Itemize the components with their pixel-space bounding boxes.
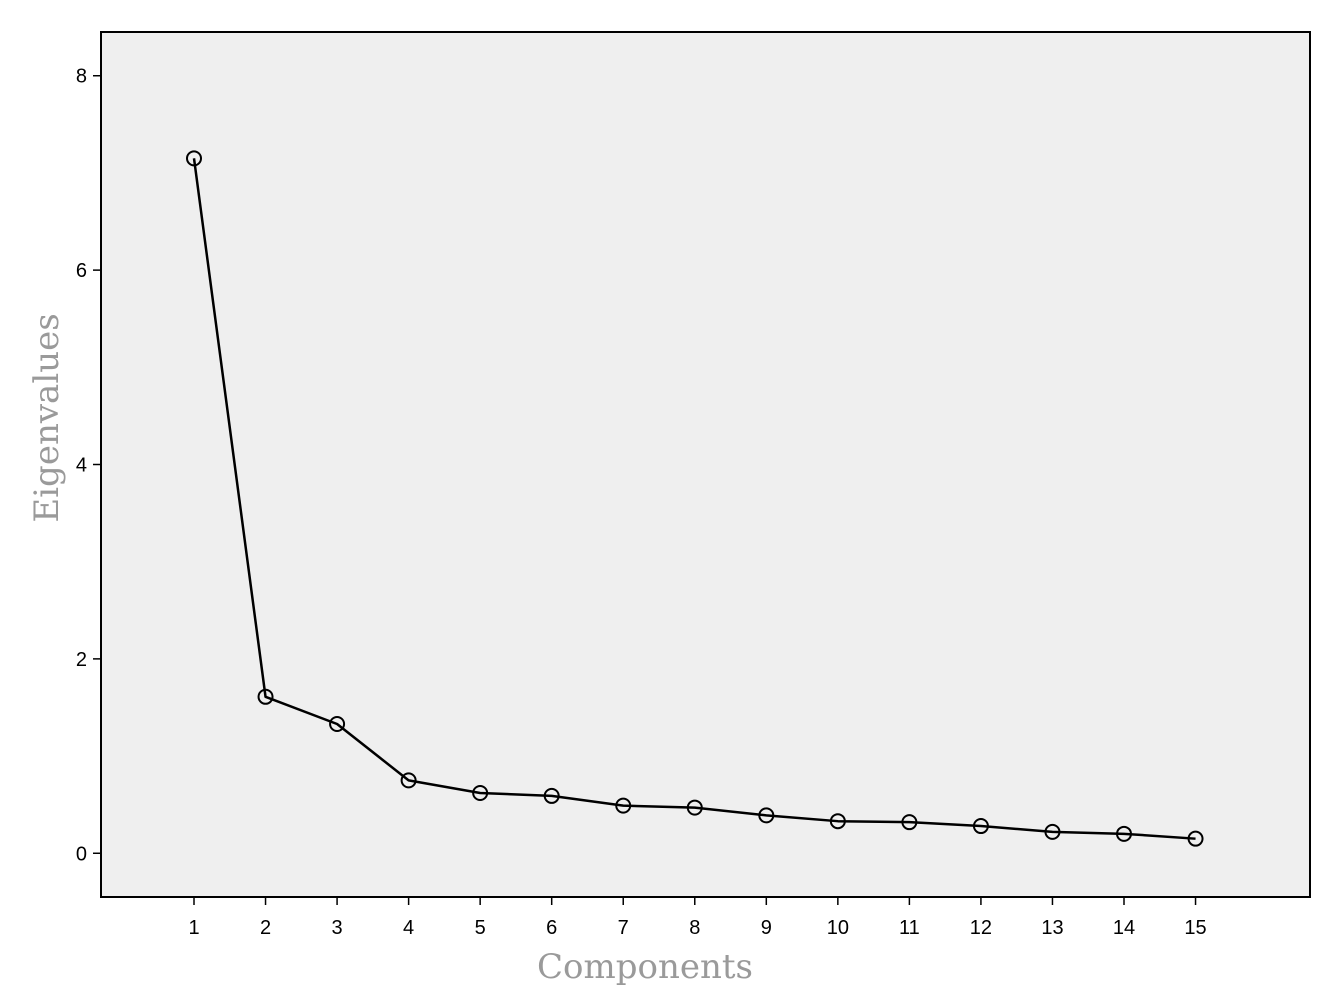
x-tick-label: 7 bbox=[618, 917, 629, 939]
data-point bbox=[1116, 825, 1132, 842]
y-tick-label: 6 bbox=[76, 260, 87, 282]
x-tick-label: 6 bbox=[546, 917, 557, 939]
x-tick-label: 1 bbox=[188, 917, 199, 939]
data-point bbox=[329, 716, 346, 732]
x-tick-label: 2 bbox=[260, 917, 271, 939]
x-tick-label: 5 bbox=[475, 917, 486, 939]
x-tick-label: 15 bbox=[1184, 917, 1206, 939]
x-tick-label: 14 bbox=[1113, 917, 1135, 939]
data-point bbox=[1044, 823, 1061, 840]
y-axis-title: Eigenvalues bbox=[27, 313, 67, 522]
x-tick-label: 13 bbox=[1041, 917, 1063, 939]
x-axis-ticks: 1 2 3 4 5 6 7 8 9 10 11 12 13 14 15 bbox=[188, 897, 1207, 939]
data-point bbox=[829, 813, 846, 830]
x-tick-label: 10 bbox=[827, 917, 849, 939]
data-point bbox=[1187, 830, 1204, 847]
x-tick-label: 9 bbox=[761, 917, 772, 939]
x-tick-label: 11 bbox=[899, 917, 920, 939]
data-point bbox=[472, 785, 489, 802]
y-tick-label: 2 bbox=[76, 649, 87, 671]
data-point bbox=[400, 772, 417, 789]
data-point bbox=[758, 807, 775, 824]
data-point bbox=[257, 688, 274, 705]
data-point bbox=[901, 814, 918, 831]
y-tick-label: 4 bbox=[76, 455, 87, 477]
y-axis-ticks: 0 2 4 6 8 bbox=[76, 66, 101, 865]
x-tick-label: 4 bbox=[403, 917, 414, 939]
x-tick-label: 12 bbox=[970, 917, 992, 939]
y-tick-label: 8 bbox=[76, 66, 87, 88]
data-point bbox=[543, 787, 560, 804]
x-tick-label: 3 bbox=[332, 917, 343, 939]
plot-area bbox=[100, 31, 1311, 898]
data-point bbox=[972, 818, 989, 835]
y-tick-label: 0 bbox=[76, 843, 87, 865]
data-point bbox=[686, 799, 703, 816]
data-point bbox=[186, 150, 202, 167]
x-axis-title: Components bbox=[537, 947, 753, 987]
eigenvalue-line bbox=[192, 158, 1196, 840]
data-point bbox=[615, 797, 632, 814]
x-tick-label: 8 bbox=[689, 917, 700, 939]
series-line bbox=[186, 150, 1204, 847]
